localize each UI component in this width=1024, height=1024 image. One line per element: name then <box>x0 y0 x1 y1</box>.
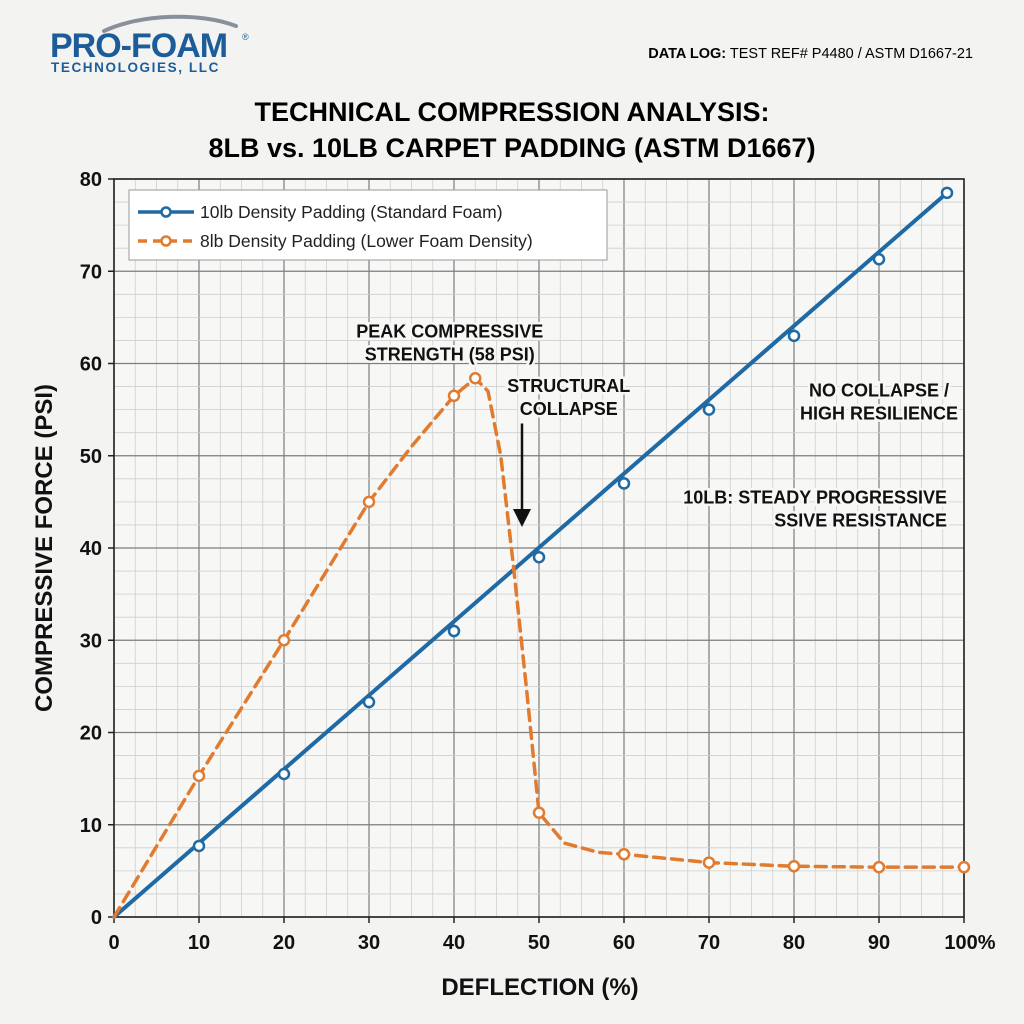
data-point-8lb <box>787 860 801 873</box>
x-tick-label: 50 <box>528 932 550 954</box>
data-point-8lb <box>469 372 482 385</box>
data-point-8lb <box>277 634 291 647</box>
annotation-no-collapse: NO COLLAPSE / HIGH RESILIENCE <box>797 378 960 426</box>
x-tick-label: 60 <box>613 932 635 954</box>
x-tick-label: 70 <box>698 932 720 954</box>
x-tick-label: 20 <box>273 932 295 954</box>
y-tick-label: 80 <box>80 169 102 191</box>
data-point-8lb <box>362 495 376 509</box>
x-tick-label: 10 <box>188 932 210 954</box>
series-group <box>112 186 971 919</box>
data-point-10lb <box>362 695 376 709</box>
data-point-8lb <box>702 856 716 869</box>
legend-marker-10lb <box>160 206 172 218</box>
y-tick-label: 10 <box>80 815 102 837</box>
data-point-8lb <box>532 806 546 820</box>
logo: PRO-FOAM ® TECHNOLOGIES, LLC <box>50 14 249 75</box>
grid <box>113 178 965 918</box>
data-point-8lb <box>957 860 971 874</box>
ticks: 0 10 20 30 40 50 60 70 80 90 100% 0 10 20 30 40 50 60 70 80 <box>80 169 996 954</box>
data-point-10lb <box>192 839 206 853</box>
data-log-label: DATA LOG: <box>648 46 726 62</box>
y-tick-label: 60 <box>80 354 102 376</box>
annotation-peak: PEAK COMPRESSIVE STRENGTH (58 PSI) <box>354 319 546 367</box>
annotation-peak-line: PEAK COMPRESSIVE <box>356 322 543 342</box>
legend-box <box>128 189 608 261</box>
y-tick-label: 40 <box>80 538 102 560</box>
data-point-8lb <box>192 769 206 783</box>
x-tick-label: 30 <box>358 932 380 954</box>
annotation-steady-line: SSIVE RESISTANCE <box>774 511 947 531</box>
x-tick-label: 80 <box>783 932 805 954</box>
data-point-10lb <box>940 186 954 200</box>
data-log-value: TEST REF# P4480 / ASTM D1667-21 <box>726 46 973 62</box>
data-point-8lb <box>447 389 461 403</box>
chart-title-line-1: TECHNICAL COMPRESSION ANALYSIS: <box>254 97 769 127</box>
logo-swoosh-icon <box>102 14 238 33</box>
x-axis-label: DEFLECTION (%) <box>441 974 638 1001</box>
y-tick-label: 20 <box>80 723 102 745</box>
data-point-8lb <box>872 860 886 874</box>
data-point-10lb <box>702 403 716 416</box>
legend-label-8lb: 8lb Density Padding (Lower Foam Density) <box>200 231 533 251</box>
data-log: DATA LOG: TEST REF# P4480 / ASTM D1667-2… <box>648 46 973 62</box>
annotation-no-collapse-line: HIGH RESILIENCE <box>800 404 958 424</box>
y-axis-label: COMPRESSIVE FORCE (PSI) <box>31 384 58 712</box>
data-point-10lb <box>532 550 546 564</box>
data-point-8lb <box>617 848 631 861</box>
x-tick-label: 0 <box>108 932 119 954</box>
data-point-10lb <box>447 624 461 638</box>
annotation-no-collapse-line: NO COLLAPSE / <box>809 381 949 401</box>
logo-registered: ® <box>242 32 249 42</box>
data-point-10lb <box>617 477 631 490</box>
data-point-10lb <box>787 329 801 343</box>
annotation-collapse-line: COLLAPSE <box>520 399 618 419</box>
x-tick-label: 40 <box>443 932 465 954</box>
y-tick-label: 30 <box>80 630 102 652</box>
y-tick-label: 70 <box>80 261 102 283</box>
x-tick-label: 90 <box>868 932 890 954</box>
y-tick-label: 50 <box>80 446 102 468</box>
x-tick-label: 100% <box>944 932 995 954</box>
arrow-down-icon <box>513 508 531 527</box>
annotation-steady-line: 10LB: STEADY PROGRESSIVE <box>683 488 947 508</box>
logo-main: PRO-FOAM <box>50 27 227 65</box>
annotation-steady: 10LB: STEADY PROGRESSIVE SSIVE RESISTANCE <box>681 485 950 533</box>
y-tick-label: 0 <box>91 907 102 929</box>
annotation-peak-line: STRENGTH (58 PSI) <box>365 345 535 365</box>
legend-marker-8lb <box>160 235 172 247</box>
annotations: PEAK COMPRESSIVE STRENGTH (58 PSI) STRUCTU… <box>354 319 961 533</box>
data-point-10lb <box>277 767 291 781</box>
data-point-10lb <box>872 253 886 266</box>
legend-label-10lb: 10lb Density Padding (Standard Foam) <box>200 202 503 222</box>
logo-subtitle: TECHNOLOGIES, LLC <box>51 60 220 75</box>
annotation-collapse: STRUCTURAL COLLAPSE <box>505 374 633 527</box>
legend: 10lb Density Padding (Standard Foam) 8lb… <box>128 189 608 261</box>
annotation-collapse-line: STRUCTURAL <box>507 376 630 396</box>
series-line-10lb <box>112 190 949 919</box>
chart-title-line-2: 8LB vs. 10LB CARPET PADDING (ASTM D1667) <box>208 133 815 163</box>
